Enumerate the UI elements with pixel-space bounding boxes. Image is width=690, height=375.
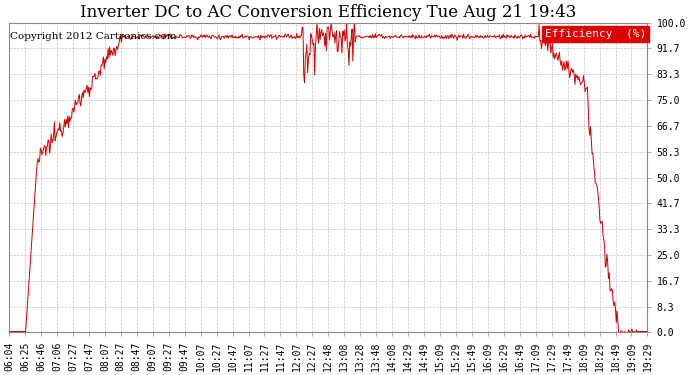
Text: Copyright 2012 Cartronics.com: Copyright 2012 Cartronics.com [10,32,177,41]
Text: Efficiency  (%): Efficiency (%) [545,29,646,39]
Title: Inverter DC to AC Conversion Efficiency Tue Aug 21 19:43: Inverter DC to AC Conversion Efficiency … [80,4,576,21]
